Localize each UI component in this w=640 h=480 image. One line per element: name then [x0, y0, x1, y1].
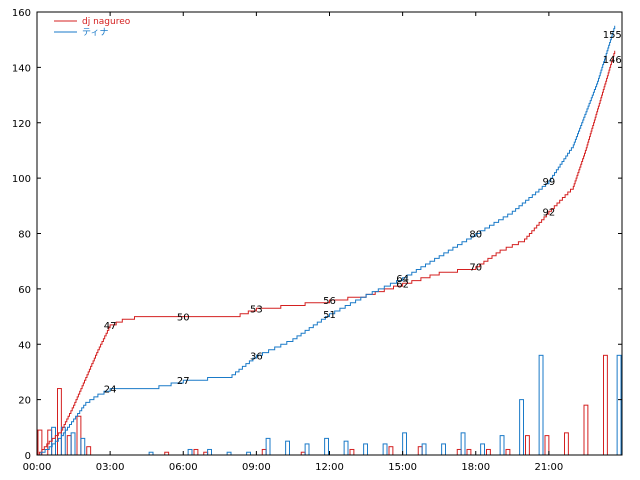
point-label: 56 [323, 296, 336, 307]
point-label: 99 [543, 177, 556, 188]
y-tick-label: 140 [12, 63, 31, 74]
y-tick-label: 0 [25, 451, 31, 462]
hourly-bar-tina [265, 437, 271, 456]
point-label: 50 [177, 313, 190, 324]
point-label: 155 [603, 30, 622, 41]
hourly-bar-tina [382, 443, 388, 456]
point-label: 51 [323, 310, 336, 321]
x-tick-label: 15:00 [388, 462, 417, 473]
x-tick-label: 06:00 [169, 462, 198, 473]
point-label: 70 [469, 263, 482, 274]
point-labels: 47 50 53 56 62 70 92 146 24 27 36 51 64 80 99 155 [104, 30, 622, 396]
x-tick-label: 00:00 [23, 462, 52, 473]
hourly-bar-tina [538, 354, 544, 456]
hourly-bar-dj-nagureo [261, 448, 267, 456]
hourly-bar-tina [519, 399, 524, 456]
hourly-bar-tina [285, 440, 290, 456]
hourly-bar-dj-nagureo [76, 415, 82, 456]
hourly-bar-dj-nagureo [486, 448, 491, 456]
y-tick-label: 160 [12, 8, 31, 19]
hourly-bar-tina [363, 443, 368, 456]
hourly-bar-tina [402, 432, 407, 456]
point-label: 62 [396, 279, 409, 290]
hourly-bar-dj-nagureo [544, 435, 550, 456]
y-tick-label: 60 [18, 285, 31, 296]
cumulative-lines [37, 25, 616, 456]
hourly-bar-dj-nagureo [456, 448, 462, 456]
point-label: 24 [104, 385, 117, 396]
x-tick-label: 12:00 [315, 462, 344, 473]
point-label: 92 [543, 207, 556, 218]
hourly-bar-tina [616, 354, 622, 456]
x-axis: 00:00 03:00 06:00 09:00 12:00 15:00 18:00 21:00 [23, 12, 563, 473]
hourly-bar-tina [421, 443, 427, 456]
hourly-bar-tina [60, 426, 66, 456]
point-label: 53 [250, 304, 263, 315]
hourly-bar-dj-nagureo [349, 448, 355, 456]
point-label: 36 [250, 351, 263, 362]
hourly-bar-tina [70, 432, 76, 456]
hourly-bar-tina [80, 437, 86, 456]
cumulative-line-tina [37, 25, 616, 456]
x-tick-label: 03:00 [96, 462, 125, 473]
hourly-bars [37, 354, 622, 456]
hourly-bar-tina [343, 440, 349, 456]
hourly-bar-dj-nagureo [583, 404, 589, 456]
hourly-bar-dj-nagureo [525, 435, 530, 456]
x-tick-label: 21:00 [534, 462, 563, 473]
y-axis: 0 20 40 60 80 100 120 140 160 [12, 8, 622, 462]
y-tick-label: 80 [18, 230, 31, 241]
point-label: 80 [469, 230, 482, 241]
y-tick-label: 40 [18, 340, 31, 351]
point-label: 64 [396, 274, 409, 285]
hourly-bar-tina [480, 443, 485, 456]
hourly-bar-dj-nagureo [603, 354, 608, 456]
hourly-bar-tina [460, 432, 466, 456]
x-tick-label: 09:00 [242, 462, 271, 473]
cumulative-line-dj-nagureo [37, 50, 616, 456]
hourly-bar-tina [441, 443, 446, 456]
point-label: 47 [104, 321, 117, 332]
hourly-bar-tina [499, 435, 505, 456]
legend-label: ティナ [82, 27, 108, 38]
point-label: 27 [177, 376, 190, 387]
hourly-bar-dj-nagureo [505, 448, 511, 456]
y-tick-label: 100 [12, 174, 31, 185]
hourly-bar-dj-nagureo [193, 448, 199, 456]
hourly-bar-dj-nagureo [388, 446, 394, 456]
hourly-bar-dj-nagureo [37, 429, 43, 456]
hourly-bar-tina [304, 443, 310, 456]
y-tick-label: 120 [12, 119, 31, 130]
point-label: 146 [603, 55, 622, 66]
hourly-bar-dj-nagureo [466, 448, 472, 456]
hourly-bar-dj-nagureo [57, 388, 62, 456]
hourly-bar-dj-nagureo [86, 446, 92, 456]
hourly-bar-tina [324, 437, 329, 456]
hourly-bar-tina [207, 448, 212, 456]
y-tick-label: 20 [18, 396, 31, 407]
hourly-bar-tina [187, 448, 193, 456]
x-tick-label: 18:00 [461, 462, 490, 473]
legend-label: dj nagureo [82, 17, 131, 27]
hourly-bar-dj-nagureo [66, 435, 72, 456]
hourly-bar-dj-nagureo [564, 432, 569, 456]
hourly-bar-dj-nagureo [417, 446, 423, 456]
